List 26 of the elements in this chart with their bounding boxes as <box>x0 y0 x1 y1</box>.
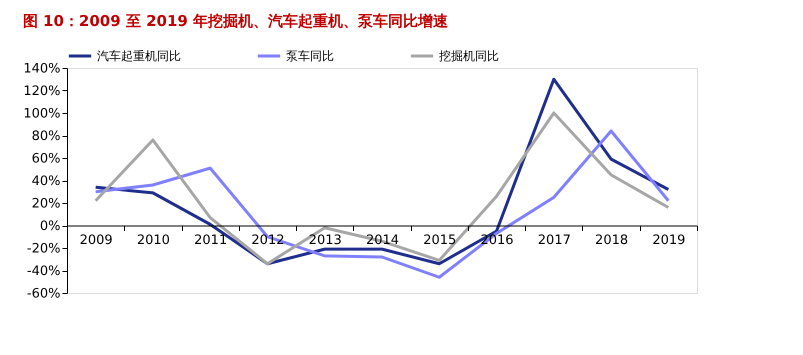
y-tick-label: 40% <box>32 174 60 189</box>
x-tick-label: 2014 <box>366 233 400 248</box>
y-tick-label: -20% <box>26 242 60 256</box>
x-tick-label: 2009 <box>80 233 113 248</box>
legend-label: 汽车起重机同比 <box>97 49 181 63</box>
legend-label: 泵车同比 <box>286 49 334 63</box>
y-tick-label: 0% <box>40 219 60 234</box>
y-tick-label: 20% <box>32 196 60 212</box>
x-tick-label: 2013 <box>308 233 342 248</box>
chart-title: 图 10：2009 至 2019 年挖掘机、汽车起重机、泵车同比增速 <box>22 12 450 30</box>
y-tick-label: -60% <box>26 286 60 302</box>
x-tick-label: 2015 <box>423 233 456 248</box>
y-tick-label: -40% <box>26 264 60 279</box>
y-tick-label: 140% <box>23 62 60 76</box>
x-tick-label: 2018 <box>595 233 628 248</box>
y-tick-label: 100% <box>23 106 60 122</box>
x-tick-label: 2016 <box>480 233 514 248</box>
x-tick-label: 2011 <box>194 233 228 248</box>
x-tick-label: 2012 <box>251 233 284 248</box>
x-tick-label: 2017 <box>538 233 571 248</box>
y-tick-label: 60% <box>32 152 60 166</box>
y-tick-label: 80% <box>32 129 60 144</box>
x-tick-label: 2019 <box>652 233 686 248</box>
y-tick-label: 120% <box>23 84 60 99</box>
legend-label: 挖掘机同比 <box>439 49 499 63</box>
x-tick-label: 2010 <box>136 233 170 248</box>
